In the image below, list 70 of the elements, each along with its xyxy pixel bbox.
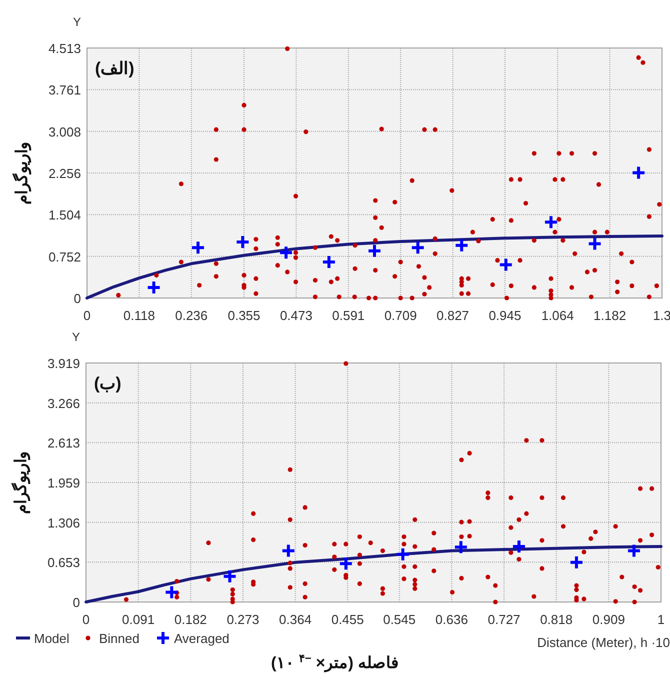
y-tick-label: 1.504 <box>48 208 81 223</box>
x-tick-label: 0.818 <box>540 612 573 627</box>
x-tick-label: 1 <box>657 612 665 627</box>
point <box>543 214 558 230</box>
text: Y <box>72 330 80 344</box>
y-tick-label: 3.008 <box>48 124 81 140</box>
point <box>568 554 584 570</box>
x-tick-label: 0.182 <box>174 612 207 627</box>
x-tick-label: 0.364 <box>279 612 312 627</box>
line-series <box>86 234 664 300</box>
line-series <box>84 545 662 604</box>
legend-label: Model <box>34 631 70 646</box>
legend-label: Averaged <box>174 631 230 646</box>
x-tick-label: 0.473 <box>280 308 312 323</box>
y-tick-label: 2.613 <box>47 436 80 451</box>
point <box>395 546 410 562</box>
y-tick-label: 1.959 <box>47 476 80 491</box>
y-tick-label: 2.256 <box>48 166 81 182</box>
x-tick-label: 0.455 <box>331 612 364 627</box>
text: Y <box>72 15 82 29</box>
x-tick-label: 0 <box>83 308 91 323</box>
x-tick-label: 1.182 <box>594 308 626 323</box>
point <box>626 543 642 558</box>
y-tick-label: 0 <box>74 291 81 306</box>
point <box>280 543 296 558</box>
y-tick-label: 3.266 <box>47 396 80 411</box>
annotation: (ب) <box>94 374 122 393</box>
y-tick-label: 0.653 <box>47 555 80 570</box>
y-axis-title: واریوگرام <box>11 451 31 514</box>
x-tick-label: 0.909 <box>592 612 625 627</box>
x-tick-label: 0.636 <box>435 612 468 627</box>
point <box>453 540 468 555</box>
x-tick-label: 0.727 <box>488 612 520 627</box>
x-tick-label: 0.118 <box>123 308 155 323</box>
point <box>410 240 426 256</box>
point <box>278 245 294 260</box>
point <box>164 584 180 600</box>
point <box>454 238 470 253</box>
x-tick-label: 0.236 <box>175 308 208 323</box>
annotation: (الف) <box>95 59 134 78</box>
y-tick-label: 4.513 <box>48 41 81 56</box>
x-tick-label: 0.273 <box>226 612 260 627</box>
x-axis-title: Distance (Meter), h ·10 <box>537 635 670 650</box>
y-tick-label: 1.306 <box>47 515 80 530</box>
point <box>367 243 382 258</box>
y-tick-label: 0 <box>72 595 80 610</box>
point <box>338 556 354 572</box>
point <box>587 236 602 252</box>
point <box>511 539 526 554</box>
y-tick-label: 3.761 <box>48 82 81 98</box>
legend-label: Binned <box>99 631 140 646</box>
point <box>631 165 646 180</box>
x-tick-label: 1.064 <box>541 308 574 323</box>
x-tick-label: 0.355 <box>228 308 260 323</box>
text: فاصله (متر× $^{−۴}$ ۱۰) <box>271 653 399 673</box>
point <box>321 254 336 270</box>
point <box>222 568 238 584</box>
x-tick-label: 0.091 <box>122 612 155 627</box>
x-tick-label: 0.545 <box>383 612 416 627</box>
point <box>146 280 162 295</box>
point <box>235 234 250 250</box>
x-tick-label: 0.591 <box>332 308 365 323</box>
y-axis-title: واریوگرام <box>12 142 32 204</box>
point <box>498 257 514 272</box>
point <box>190 240 206 256</box>
x-tick-label: 0.945 <box>488 308 522 323</box>
y-tick-label: 0.752 <box>48 249 81 264</box>
x-tick-label: 0.827 <box>436 308 470 323</box>
y-tick-label: 3.919 <box>47 356 80 371</box>
x-tick-label: 0.709 <box>384 308 417 323</box>
